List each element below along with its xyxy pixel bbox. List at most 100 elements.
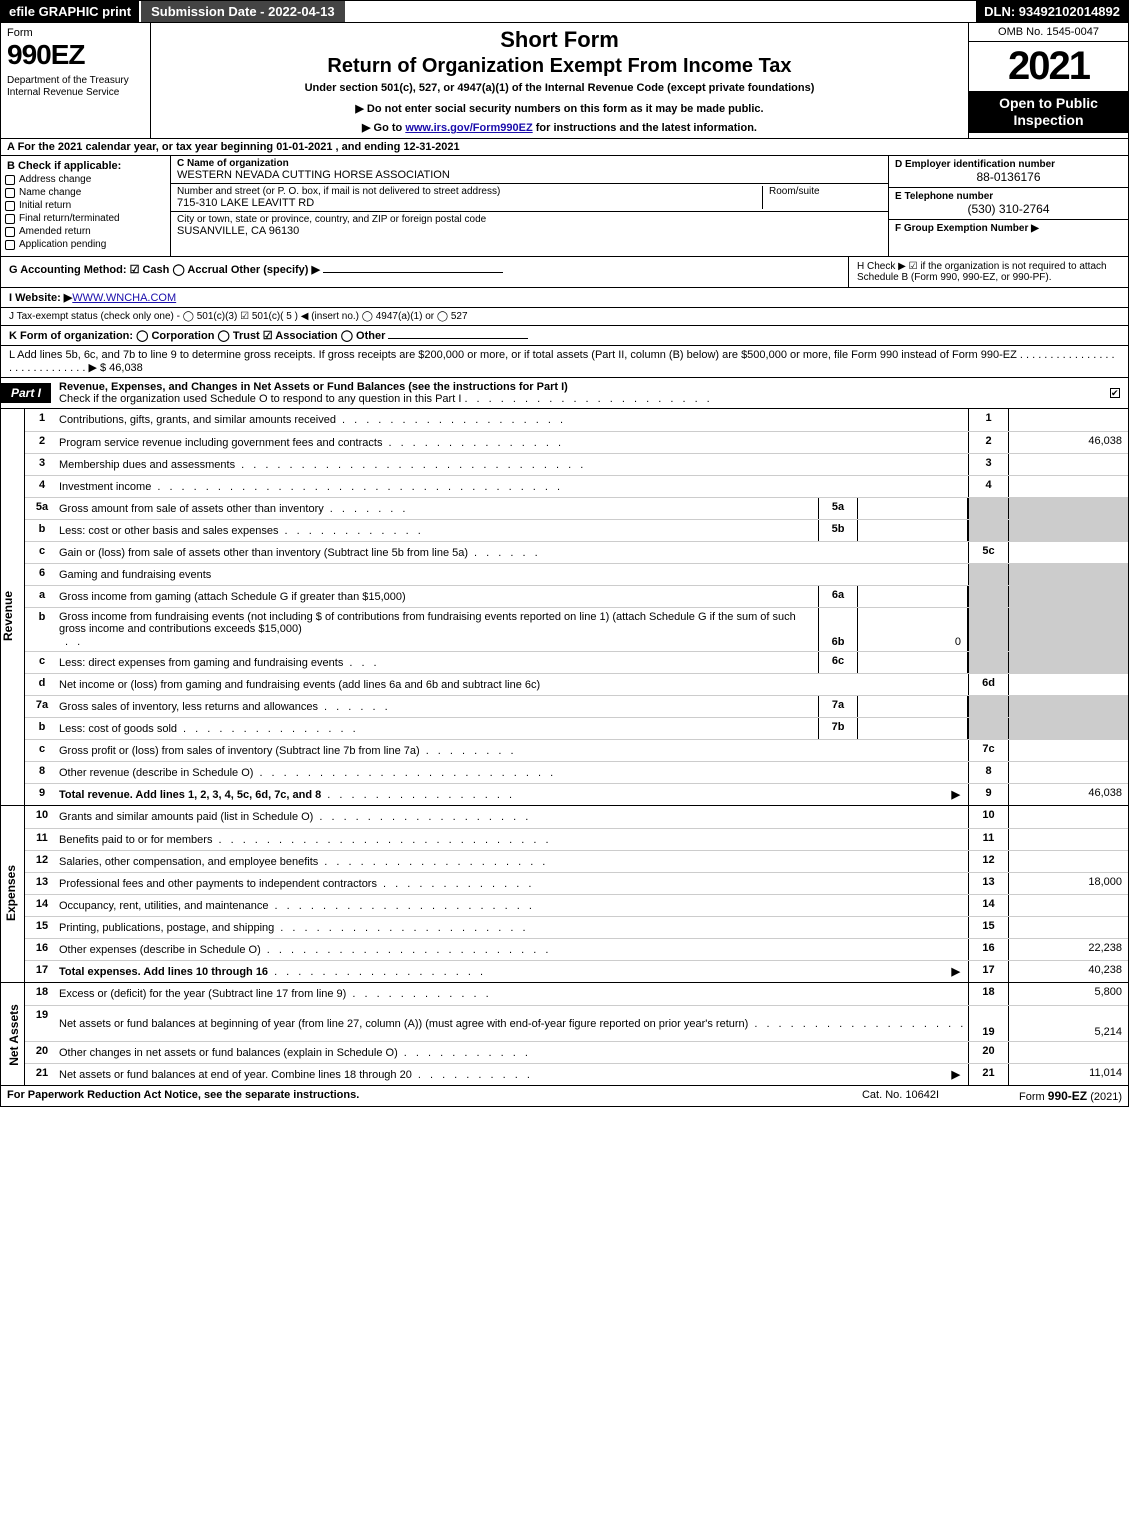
g-text: G Accounting Method: ☑ Cash ◯ Accrual Ot…	[9, 264, 320, 276]
expenses-label: Expenses	[4, 865, 18, 921]
cb-label: Application pending	[19, 239, 106, 250]
desc-text: Salaries, other compensation, and employ…	[59, 856, 318, 868]
line-2: 2Program service revenue including gover…	[25, 431, 1128, 453]
line-desc: Gross income from fundraising events (no…	[59, 608, 818, 651]
cb-label: Initial return	[19, 200, 71, 211]
cb-application-pending[interactable]: Application pending	[19, 239, 164, 250]
k-text: K Form of organization: ◯ Corporation ◯ …	[9, 330, 385, 342]
website-link[interactable]: WWW.WNCHA.COM	[72, 292, 176, 304]
line-num: 14	[25, 895, 59, 916]
row-a-text: A For the 2021 calendar year, or tax yea…	[7, 141, 460, 153]
arrow-icon: ▶	[948, 1068, 964, 1081]
col-num: 5c	[968, 542, 1008, 563]
desc-text: Membership dues and assessments	[59, 459, 235, 471]
cb-final-return[interactable]: Final return/terminated	[19, 213, 164, 224]
section-b-through-f: B Check if applicable: Address change Na…	[0, 156, 1129, 257]
line-num: a	[25, 586, 59, 607]
sub-val	[858, 498, 968, 519]
form-label: Form	[7, 27, 144, 39]
line-6b: bGross income from fundraising events (n…	[25, 607, 1128, 651]
amount: 18,000	[1008, 873, 1128, 894]
line-5b: bLess: cost or other basis and sales exp…	[25, 519, 1128, 541]
cb-initial-return[interactable]: Initial return	[19, 200, 164, 211]
b-header: B Check if applicable:	[7, 160, 164, 172]
amount: 40,238	[1008, 961, 1128, 982]
line-desc: Less: cost of goods sold . . . . . . . .…	[59, 718, 818, 739]
col-shade	[968, 696, 1008, 717]
amount: 46,038	[1008, 432, 1128, 453]
dots: . . . . . . . . . . . . . . . . . . . . …	[212, 834, 964, 846]
submission-date: Submission Date - 2022-04-13	[139, 1, 345, 22]
line-num: 13	[25, 873, 59, 894]
dots: . . . . . . . . . . . . . . . . . .	[313, 811, 964, 823]
sub-val	[858, 652, 968, 673]
amount	[1008, 1042, 1128, 1063]
line-num: 6	[25, 564, 59, 585]
line-desc: Printing, publications, postage, and shi…	[59, 917, 968, 938]
dots: . . . . . . . . . . . . . . .	[382, 437, 964, 449]
dots: . . . . . . . . . . . .	[279, 525, 814, 537]
dots: . . . . . . . . . . . . . . . . . . . . …	[151, 481, 964, 493]
form-post: (2021)	[1087, 1091, 1122, 1103]
ein-row: D Employer identification number 88-0136…	[889, 156, 1128, 188]
net-assets-label: Net Assets	[7, 1004, 21, 1066]
line-desc: Total revenue. Add lines 1, 2, 3, 4, 5c,…	[59, 784, 968, 805]
link-pre: ▶ Go to	[362, 122, 405, 134]
department: Department of the Treasury Internal Reve…	[7, 75, 144, 99]
line-num: 2	[25, 432, 59, 453]
row-a-tax-year: A For the 2021 calendar year, or tax yea…	[0, 139, 1129, 156]
col-num: 11	[968, 829, 1008, 850]
desc-text: Net assets or fund balances at beginning…	[59, 1018, 748, 1030]
checkbox-icon	[5, 188, 15, 198]
header-left: Form 990EZ Department of the Treasury In…	[1, 23, 151, 138]
ssn-note: ▶ Do not enter social security numbers o…	[159, 102, 960, 115]
line-desc: Gross income from gaming (attach Schedul…	[59, 586, 818, 607]
line-num: b	[25, 520, 59, 541]
col-num: 3	[968, 454, 1008, 475]
amount-shade	[1008, 586, 1128, 607]
line-9: 9Total revenue. Add lines 1, 2, 3, 4, 5c…	[25, 783, 1128, 805]
schedule-b-check: H Check ▶ ☑ if the organization is not r…	[848, 257, 1128, 287]
line-num: c	[25, 652, 59, 673]
cb-name-change[interactable]: Name change	[19, 187, 164, 198]
cb-label: Final return/terminated	[19, 213, 120, 224]
col-num: 1	[968, 409, 1008, 431]
desc-text: Professional fees and other payments to …	[59, 878, 377, 890]
instructions-link[interactable]: www.irs.gov/Form990EZ	[405, 122, 532, 134]
name-label: C Name of organization	[177, 158, 882, 169]
desc-text: Investment income	[59, 481, 151, 493]
cb-address-change[interactable]: Address change	[19, 174, 164, 185]
line-7a: 7aGross sales of inventory, less returns…	[25, 695, 1128, 717]
ein-value: 88-0136176	[895, 170, 1122, 184]
sub-num: 6b	[818, 608, 858, 651]
line-num: 10	[25, 806, 59, 828]
schedule-o-checkbox[interactable]	[1110, 388, 1120, 398]
dots: . . . . . .	[318, 701, 814, 713]
arrow-icon: ▶	[948, 965, 964, 978]
part-1-title-text: Revenue, Expenses, and Changes in Net As…	[59, 381, 568, 393]
col-num: 7c	[968, 740, 1008, 761]
cb-label: Address change	[19, 174, 91, 185]
amount-shade	[1008, 564, 1128, 585]
amount: 22,238	[1008, 939, 1128, 960]
col-num: 8	[968, 762, 1008, 783]
amount	[1008, 454, 1128, 475]
line-10: 10Grants and similar amounts paid (list …	[25, 806, 1128, 828]
page-footer: For Paperwork Reduction Act Notice, see …	[0, 1086, 1129, 1107]
line-7b: bLess: cost of goods sold . . . . . . . …	[25, 717, 1128, 739]
dots: . . . . . .	[468, 547, 964, 559]
dots: . . . . . . . . . . . . . . . . . . . . …	[464, 393, 712, 405]
accounting-method: G Accounting Method: ☑ Cash ◯ Accrual Ot…	[1, 257, 848, 287]
desc-text: Gross income from gaming (attach Schedul…	[59, 591, 406, 603]
sub-val	[858, 586, 968, 607]
desc-text: Other revenue (describe in Schedule O)	[59, 767, 253, 779]
line-17: 17Total expenses. Add lines 10 through 1…	[25, 960, 1128, 982]
cb-amended-return[interactable]: Amended return	[19, 226, 164, 237]
telephone-row: E Telephone number (530) 310-2764	[889, 188, 1128, 220]
line-8: 8Other revenue (describe in Schedule O) …	[25, 761, 1128, 783]
dots: . . . . . . . . . . . . . . . .	[321, 789, 947, 801]
line-7c: cGross profit or (loss) from sales of in…	[25, 739, 1128, 761]
amount	[1008, 476, 1128, 497]
line-num: 4	[25, 476, 59, 497]
open-to-public: Open to Public Inspection	[969, 91, 1128, 133]
